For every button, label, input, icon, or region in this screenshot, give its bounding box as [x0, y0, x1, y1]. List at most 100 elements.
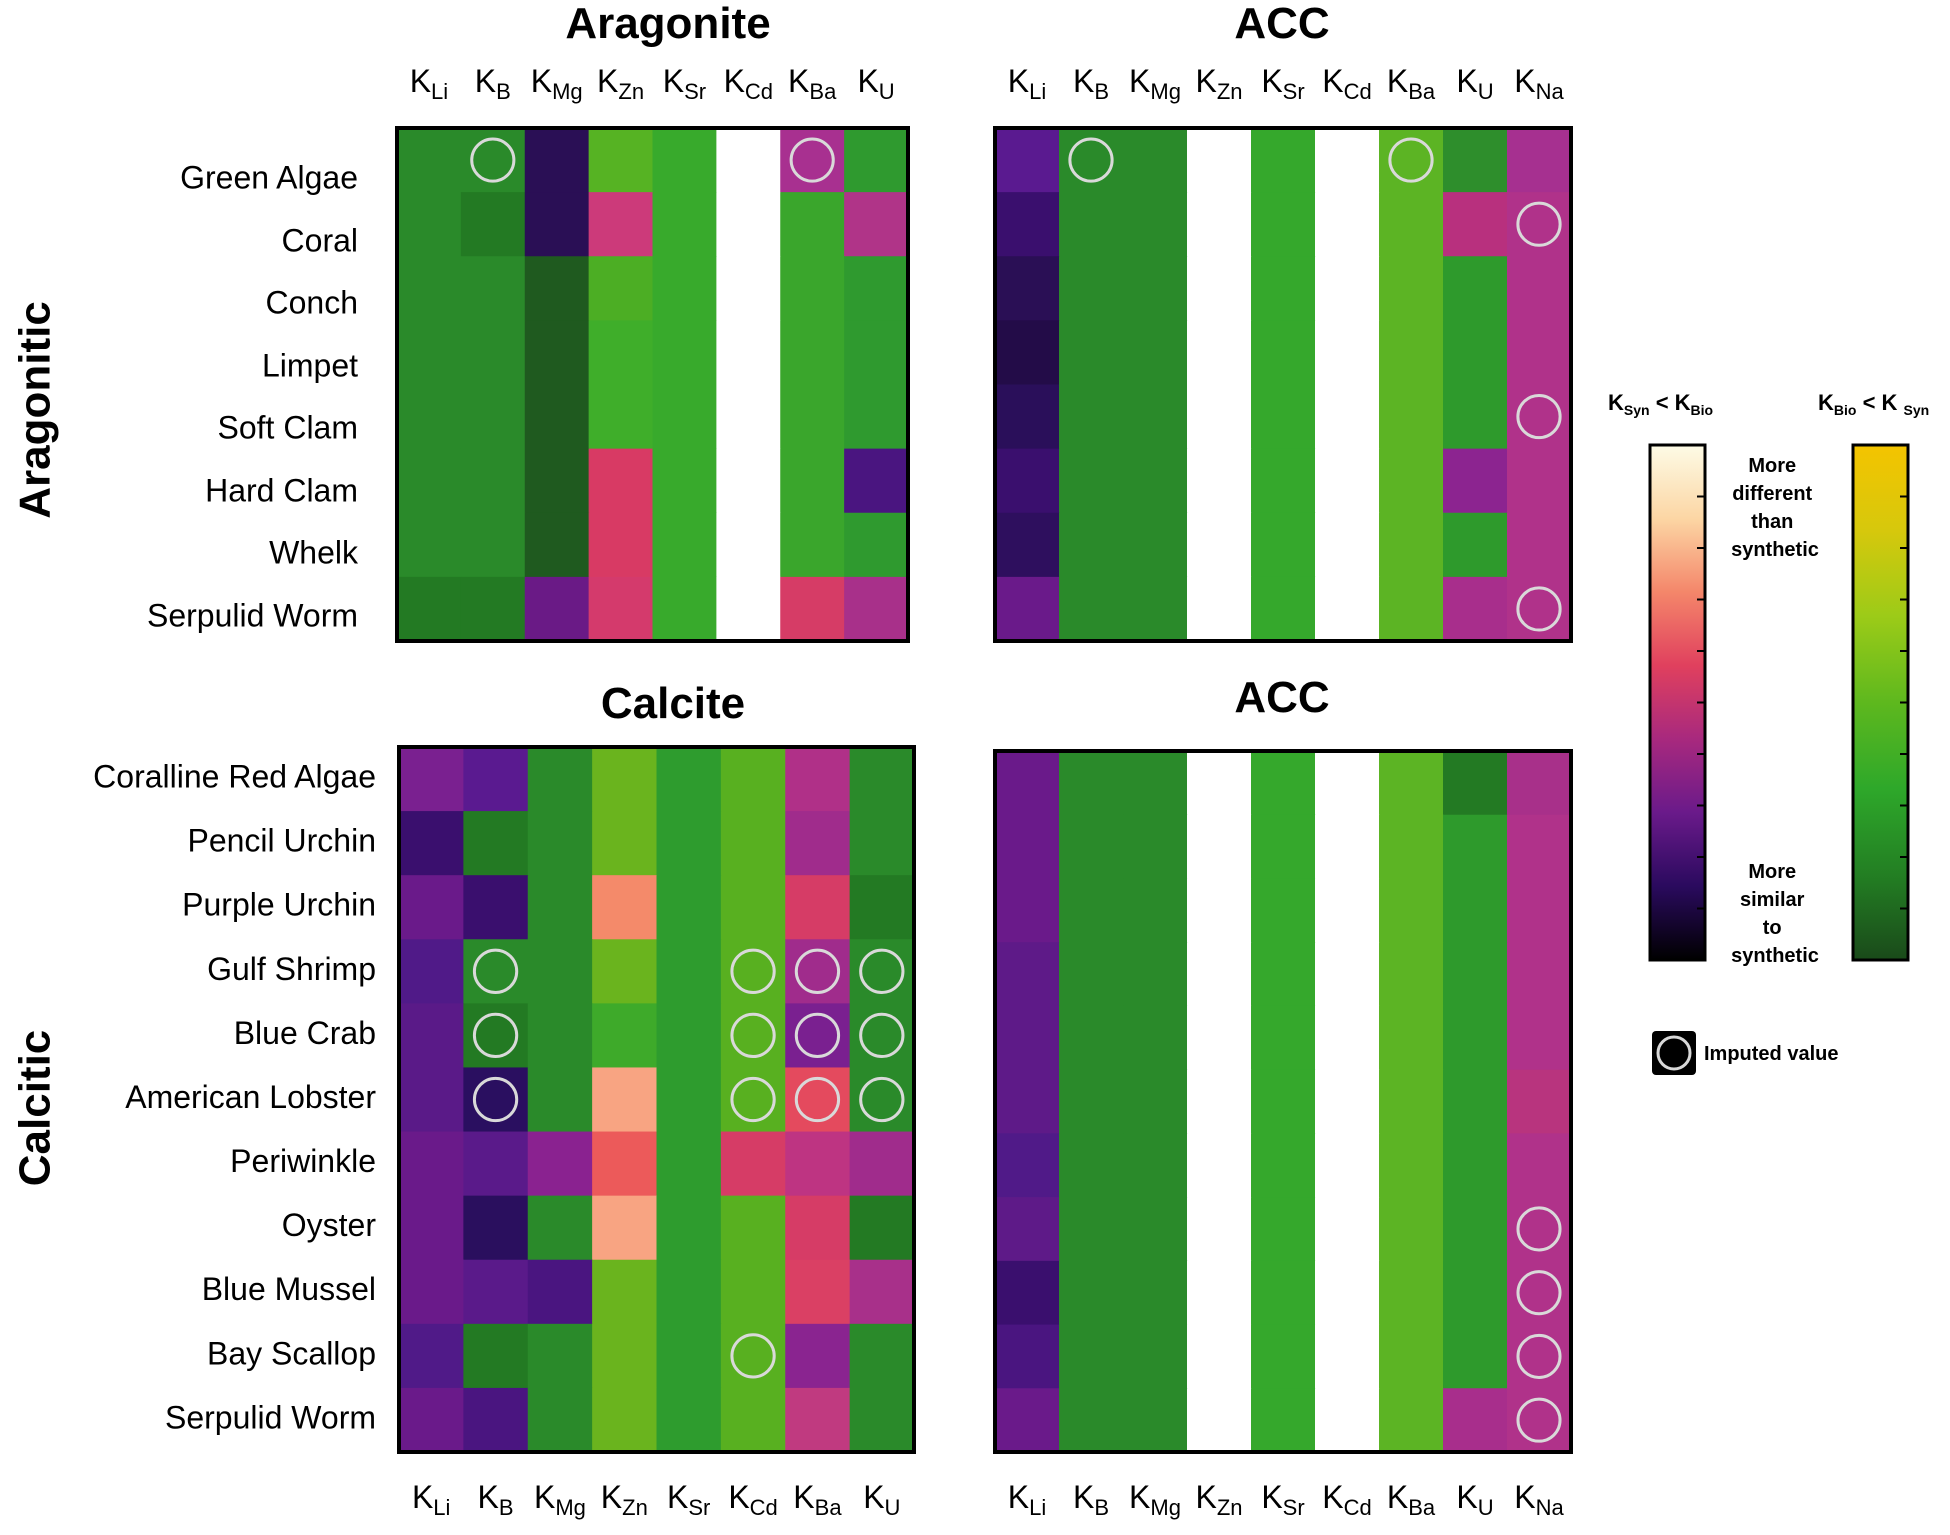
column-label-sr: KSr: [1261, 1479, 1304, 1520]
column-label-b: KB: [475, 63, 511, 104]
heatmap-cell-blue-crab-li: [399, 1003, 464, 1069]
heatmap-cell-oyster-sr: [1251, 1197, 1316, 1262]
heatmap-cell-coralline-red-algae-zn: [592, 747, 658, 812]
heatmap-cell-hard-clam-li: [995, 448, 1060, 514]
panel-title-aragonite: Aragonite: [565, 0, 770, 48]
heatmap-cell-coral-li: [995, 192, 1060, 257]
heatmap-cell-coralline-red-algae-mg: [1123, 751, 1188, 816]
heatmap-cell-purple-urchin-cd: [1315, 878, 1380, 943]
heatmap-cell-blue-mussel-zn: [592, 1259, 658, 1325]
legend-colorbar-kbio-lt-ksyn: [1851, 443, 1910, 962]
row-label-soft-clam: Soft Clam: [218, 409, 358, 445]
heatmap-cell-oyster-li: [995, 1197, 1060, 1262]
heatmap-cell-soft-clam-li: [397, 384, 462, 450]
heatmap-cell-conch-zn: [588, 256, 654, 321]
heatmap-cell-coral-mg: [1123, 192, 1188, 257]
heatmap-cell-coral-cd: [716, 192, 781, 257]
heatmap-cell-green-algae-sr: [1251, 128, 1316, 193]
column-label-mg: KMg: [534, 1479, 586, 1520]
heatmap-cell-green-algae-zn: [588, 128, 654, 193]
heatmap-cell-blue-crab-na: [1507, 1005, 1572, 1071]
heatmap-cell-periwinkle-mg: [527, 1131, 593, 1197]
heatmap-cell-pencil-urchin-zn: [592, 811, 658, 876]
heatmap-cell-coral-sr: [652, 192, 717, 257]
heatmap-cell-serpulid-worm-u: [844, 576, 909, 642]
heatmap-cell-periwinkle-b: [1059, 1133, 1124, 1198]
column-label-cd: KCd: [728, 1479, 777, 1520]
heatmap-cell-blue-mussel-ba: [1379, 1260, 1444, 1326]
heatmap-cell-oyster-sr: [656, 1195, 722, 1261]
heatmap-cell-bay-scallop-mg: [1123, 1324, 1188, 1389]
heatmap-cell-hard-clam-sr: [652, 448, 717, 514]
heatmap-cell-gulf-shrimp-li: [399, 939, 464, 1004]
heatmap-cell-whelk-li: [995, 512, 1060, 578]
heatmap-panel-acc-bottom: KLi KB KMg KZn KSr KCd KBa KU KNa: [993, 749, 1573, 1520]
row-label-oyster: Oyster: [282, 1207, 377, 1243]
heatmap-cell-periwinkle-cd: [720, 1131, 786, 1197]
heatmap-cell-oyster-cd: [720, 1195, 786, 1261]
heatmap-cell-bay-scallop-b: [463, 1323, 529, 1389]
heatmap-cell-bay-scallop-sr: [656, 1323, 722, 1389]
heatmap-cell-conch-li: [397, 256, 462, 321]
heatmap-cell-conch-zn: [1187, 256, 1252, 321]
heatmap-cell-hard-clam-sr: [1251, 448, 1316, 514]
heatmap-cell-blue-mussel-b: [1059, 1260, 1124, 1326]
heatmap-cell-green-algae-zn: [1187, 128, 1252, 193]
heatmap-cell-gulf-shrimp-cd: [1315, 942, 1380, 1007]
heatmap-cell-serpulid-worm-zn: [1187, 576, 1252, 642]
heatmap-cell-serpulid-worm-sr: [656, 1387, 722, 1453]
column-label-cd: KCd: [1322, 1479, 1371, 1520]
legend: KSyn < KBio KBio < K Syn More different …: [1608, 390, 1929, 1075]
heatmap-cell-purple-urchin-sr: [656, 875, 722, 940]
heatmap-cell-hard-clam-zn: [588, 448, 654, 514]
heatmap-cell-conch-b: [460, 256, 526, 321]
heatmap-cell-soft-clam-mg: [1123, 384, 1188, 450]
heatmap-cell-green-algae-cd: [716, 128, 781, 193]
heatmap-cell-bay-scallop-u: [849, 1323, 915, 1389]
heatmap-cell-american-lobster-li: [995, 1069, 1060, 1134]
panel-frame: [397, 745, 916, 1454]
heatmap-cell-conch-ba: [780, 256, 845, 321]
row-label-periwinkle: Periwinkle: [230, 1143, 376, 1179]
heatmap-cell-pencil-urchin-mg: [1123, 814, 1188, 880]
imputed-marker: [1516, 586, 1562, 632]
heatmap-cell-bay-scallop-zn: [1187, 1324, 1252, 1389]
heatmap-cell-purple-urchin-sr: [1251, 878, 1316, 943]
row-label-hard-clam: Hard Clam: [205, 472, 358, 508]
heatmap-cell-pencil-urchin-b: [1059, 814, 1124, 880]
heatmap-cell-green-algae-u: [844, 128, 909, 193]
heatmap-cell-pencil-urchin-ba: [1379, 814, 1444, 880]
heatmap-cell-periwinkle-ba: [1379, 1133, 1444, 1198]
heatmap-cell-gulf-shrimp-sr: [656, 939, 722, 1004]
column-label-cd: KCd: [724, 63, 773, 104]
heatmap-cell-coralline-red-algae-sr: [1251, 751, 1316, 816]
column-label-zn: KZn: [1195, 63, 1242, 104]
heatmap-cell-bay-scallop-cd: [1315, 1324, 1380, 1389]
panel-frame: [993, 126, 1573, 643]
heatmap-cell-serpulid-worm-b: [463, 1387, 529, 1453]
column-label-li: KLi: [410, 63, 448, 104]
heatmap-cell-whelk-na: [1507, 512, 1572, 578]
heatmap-cell-coral-u: [1443, 192, 1508, 257]
imputed-marker: [1516, 1397, 1562, 1443]
heatmap-cell-gulf-shrimp-mg: [527, 939, 593, 1004]
heatmap-cell-blue-crab-cd: [1315, 1005, 1380, 1071]
row-label-coral: Coral: [282, 222, 358, 258]
imputed-marker: [794, 948, 841, 994]
imputed-marker: [859, 1012, 905, 1059]
heatmap-cell-periwinkle-na: [1507, 1133, 1572, 1198]
heatmap-cell-hard-clam-ba: [780, 448, 845, 514]
column-label-b: KB: [1073, 1479, 1109, 1520]
heatmap-cell-serpulid-worm-li: [995, 576, 1060, 642]
heatmap-cell-blue-crab-li: [995, 1005, 1060, 1071]
imputed-marker: [730, 948, 776, 994]
heatmap-cell-blue-mussel-li: [399, 1259, 464, 1325]
row-label-blue-crab: Blue Crab: [234, 1015, 376, 1051]
heatmap-cell-limpet-ba: [780, 320, 845, 386]
heatmap-cell-limpet-cd: [716, 320, 781, 386]
row-label-gulf-shrimp: Gulf Shrimp: [207, 951, 376, 987]
heatmap-cell-american-lobster-mg: [1123, 1069, 1188, 1134]
heatmap-cell-periwinkle-sr: [656, 1131, 722, 1197]
heatmap-cell-blue-mussel-sr: [656, 1259, 722, 1325]
heatmap-cell-hard-clam-cd: [1315, 448, 1380, 514]
